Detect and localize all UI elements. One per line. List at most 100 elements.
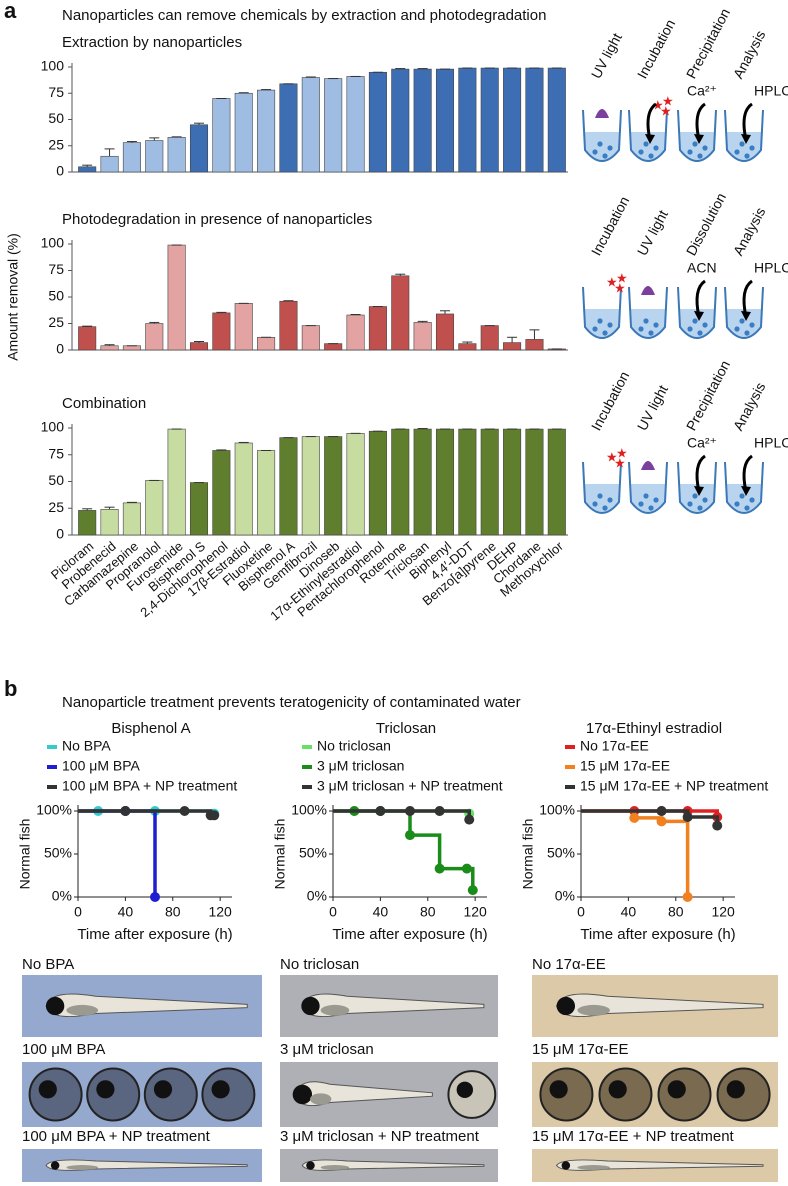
bar — [301, 325, 320, 351]
particle — [692, 493, 698, 499]
particle — [648, 505, 654, 511]
bar — [78, 166, 97, 173]
bar — [189, 342, 209, 351]
bar — [301, 436, 320, 536]
bar — [145, 140, 164, 173]
chart-title: Bisphenol A — [111, 720, 190, 737]
tube — [582, 286, 622, 339]
tube — [677, 286, 717, 339]
panel-title: Nanoparticles can remove chemicals by ex… — [62, 7, 546, 24]
error-bar — [104, 506, 115, 510]
image-caption: No BPA — [22, 956, 74, 973]
star: ★ — [616, 270, 628, 285]
image-caption: No triclosan — [280, 956, 359, 973]
bar — [100, 155, 119, 173]
particle — [692, 141, 698, 147]
bar — [212, 98, 231, 173]
error-bar — [126, 141, 137, 143]
bar — [525, 428, 544, 536]
embryo-eye — [549, 1080, 568, 1099]
bar — [167, 428, 186, 536]
y-tick-label: 100 — [41, 235, 65, 251]
fish-eye — [301, 996, 320, 1016]
point — [150, 892, 160, 902]
embryo — [598, 1067, 653, 1122]
point — [461, 863, 472, 874]
reagent-label: ACN — [687, 260, 717, 276]
point — [682, 812, 693, 823]
embryo-eye — [38, 1080, 57, 1099]
x-tick-label: 80 — [165, 904, 181, 920]
bar — [324, 343, 343, 351]
particle — [749, 322, 755, 328]
step-label: UV light — [634, 207, 671, 258]
y-tick-label: 0 — [56, 163, 64, 179]
point — [405, 806, 415, 816]
bar — [78, 326, 97, 351]
bar — [122, 502, 141, 536]
bar — [234, 303, 253, 351]
error-bar — [82, 508, 93, 511]
step-label: Incubation — [588, 194, 632, 259]
particle — [592, 326, 598, 332]
point — [405, 830, 415, 841]
particle — [744, 153, 750, 159]
embryo-eye — [456, 1081, 474, 1099]
yolk — [320, 1165, 350, 1170]
embryo — [447, 1070, 497, 1119]
image-caption: 3 μM triclosan — [280, 1041, 374, 1058]
particle — [749, 497, 755, 503]
embryo-eye — [96, 1080, 115, 1099]
error-bar — [261, 89, 272, 91]
chart-title: Combination — [62, 395, 146, 412]
y-tick-label: 50 — [48, 110, 64, 126]
chart-title: Photodegradation in presence of nanopart… — [62, 211, 372, 228]
bar — [100, 345, 119, 351]
bar — [525, 67, 544, 173]
bar — [368, 306, 387, 351]
tube — [628, 286, 668, 339]
image-caption: 15 μM 17α-EE + NP treatment — [532, 1128, 735, 1145]
particle — [687, 501, 693, 507]
error-bar — [529, 329, 540, 340]
step-label: Dissolution — [683, 190, 729, 258]
series-line — [333, 809, 475, 891]
particle — [653, 322, 659, 328]
star: ★ — [660, 103, 672, 118]
embryo-eye — [153, 1080, 173, 1099]
reagent-label: HPLC — [754, 435, 788, 451]
step-label: UV light — [588, 30, 625, 81]
reagent-label: HPLC — [754, 83, 788, 99]
bar — [413, 68, 432, 173]
y-tick-label: 75 — [48, 84, 64, 100]
fish-eye — [556, 996, 576, 1016]
embryo — [86, 1067, 141, 1122]
fish-eye — [50, 1161, 60, 1170]
particle — [702, 145, 708, 151]
bar — [435, 313, 455, 351]
y-tick-label: 50 — [48, 472, 64, 488]
particle — [734, 149, 740, 155]
bar — [391, 275, 410, 351]
bar — [413, 428, 432, 536]
legend-label: No 17α-EE — [580, 738, 649, 754]
x-tick-label: 120 — [463, 904, 487, 920]
y-axis-label: Normal fish — [17, 819, 33, 890]
error-bar — [238, 441, 249, 443]
particle — [687, 326, 693, 332]
image-caption: 100 μM BPA — [22, 1041, 105, 1058]
arrow-head — [694, 134, 704, 144]
step-label: Incubation — [634, 17, 678, 82]
particle — [607, 322, 613, 328]
bar — [145, 323, 164, 351]
legend-label: 3 μM triclosan — [317, 758, 404, 774]
particle — [597, 318, 603, 324]
point — [434, 806, 445, 816]
step-label: UV light — [634, 382, 671, 433]
legend-label: No BPA — [62, 738, 111, 754]
bar — [301, 77, 320, 173]
particle — [692, 318, 698, 324]
bar — [391, 428, 410, 536]
bar — [78, 510, 97, 536]
yolk — [577, 1004, 610, 1016]
